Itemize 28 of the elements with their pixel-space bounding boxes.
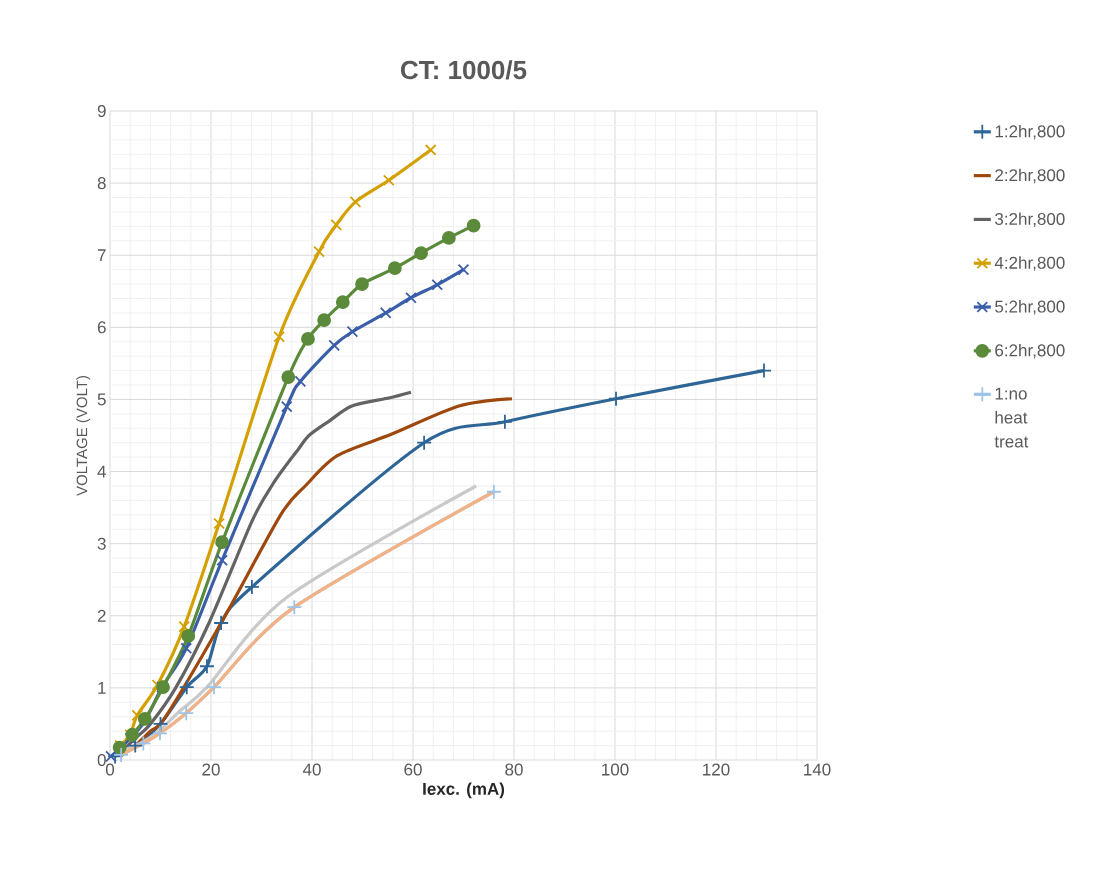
x-tick-label: 80 — [505, 763, 523, 776]
x-tick-label: 20 — [202, 763, 220, 776]
y-tick-label: 8 — [97, 177, 106, 190]
x-tick-label: 60 — [404, 763, 422, 776]
x-tick-label: 0 — [105, 763, 115, 776]
y-tick-label: 2 — [97, 609, 106, 622]
legend-label: 6:2hr,800 — [995, 343, 1065, 359]
y-tick-label: 6 — [97, 321, 106, 334]
y-tick-label: 7 — [97, 249, 106, 262]
legend-label: 3:2hr,800 — [995, 212, 1065, 228]
x-axis-title: Iexc. (mA) — [423, 782, 505, 799]
legend-label: 4:2hr,800 — [994, 256, 1065, 271]
legend-label: 5:2hr,800 — [995, 300, 1065, 315]
legend-label: 2:2hr,800 — [995, 168, 1065, 184]
y-tick-label: 0 — [97, 753, 106, 767]
chart-title: CT: 1000/5 — [400, 60, 527, 80]
y-tick-label: 4 — [97, 465, 106, 478]
x-tick-label: 40 — [302, 763, 321, 776]
y-tick-label: 1 — [98, 682, 106, 694]
x-tick-label: 140 — [804, 763, 831, 776]
x-tick-label: 120 — [703, 763, 730, 776]
x-tick-label: 100 — [602, 763, 629, 776]
y-tick-label: 3 — [97, 537, 106, 550]
y-tick-label: 5 — [97, 393, 106, 406]
legend-label: 1:2hr,800 — [995, 124, 1065, 140]
y-axis-title: VOLTAGE (VOLT) — [76, 375, 91, 496]
legend-label: 1:no heat treat — [994, 387, 1029, 448]
y-tick-label: 9 — [97, 104, 106, 118]
